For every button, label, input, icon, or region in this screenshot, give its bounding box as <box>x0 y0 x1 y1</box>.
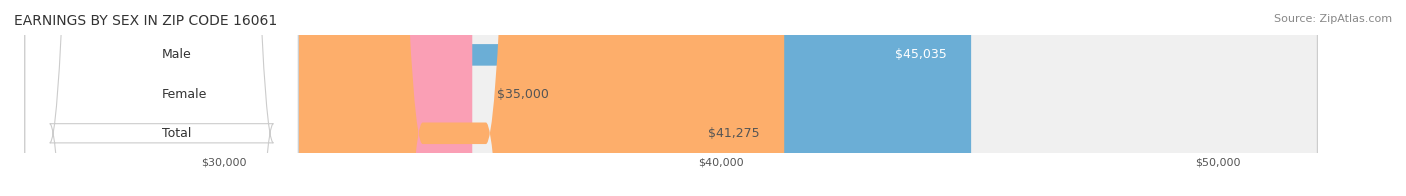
Text: Total: Total <box>162 127 191 140</box>
FancyBboxPatch shape <box>124 0 1317 196</box>
Text: Male: Male <box>162 48 191 61</box>
Text: Source: ZipAtlas.com: Source: ZipAtlas.com <box>1274 14 1392 24</box>
FancyBboxPatch shape <box>25 0 298 196</box>
FancyBboxPatch shape <box>25 0 298 196</box>
Text: $45,035: $45,035 <box>894 48 946 61</box>
Text: Female: Female <box>162 88 207 101</box>
Text: EARNINGS BY SEX IN ZIP CODE 16061: EARNINGS BY SEX IN ZIP CODE 16061 <box>14 14 277 28</box>
Text: $35,000: $35,000 <box>498 88 548 101</box>
FancyBboxPatch shape <box>124 0 785 196</box>
FancyBboxPatch shape <box>124 0 1317 196</box>
FancyBboxPatch shape <box>124 0 472 196</box>
FancyBboxPatch shape <box>25 0 298 196</box>
Text: $41,275: $41,275 <box>707 127 759 140</box>
FancyBboxPatch shape <box>124 0 1317 196</box>
FancyBboxPatch shape <box>124 0 972 196</box>
